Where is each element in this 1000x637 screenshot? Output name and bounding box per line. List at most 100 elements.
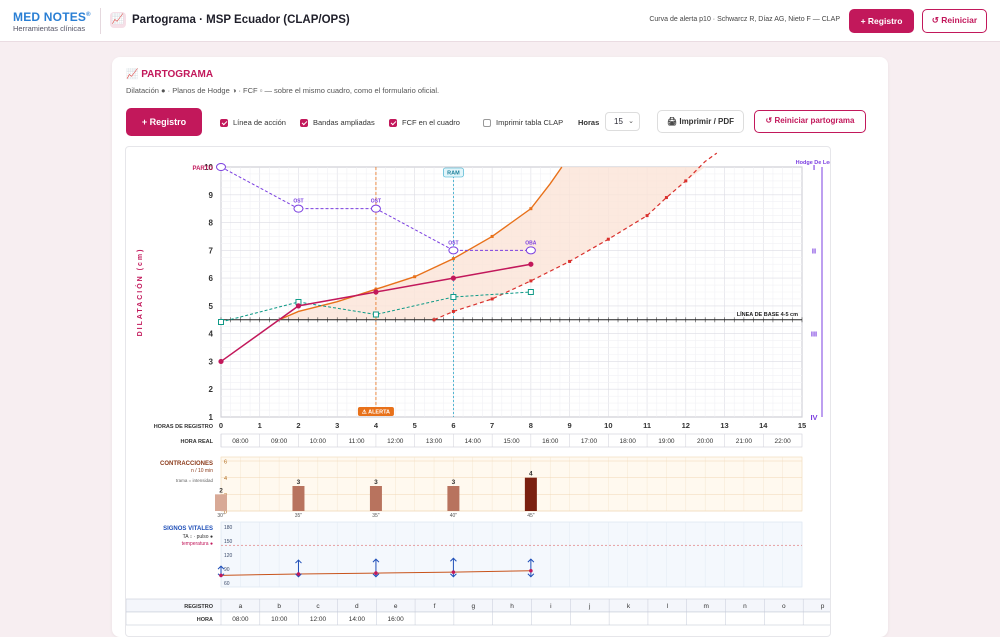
register-letter: f (434, 603, 436, 610)
section-title: 📈 PARTOGRAMA (126, 69, 214, 80)
register-letter: i (550, 603, 551, 610)
action-point (645, 214, 649, 218)
action-point (606, 237, 610, 241)
bp-systolic-arrow (372, 558, 380, 563)
register-letter: o (782, 603, 786, 610)
checkbox-box[interactable] (300, 118, 308, 127)
reset-button[interactable]: ↺ Reiniciar (922, 9, 987, 33)
fcf-point (450, 294, 457, 300)
hour-row-label: HORA (197, 617, 213, 623)
hodge-point (525, 246, 536, 255)
hours-label: Horas (578, 118, 600, 127)
x-tick-label: 1 (258, 421, 262, 430)
register-row (126, 598, 830, 613)
chart-line-icon: 📈 (110, 12, 126, 28)
pulse-point (296, 572, 301, 576)
top-bar: MED NOTES® Herramientas clínicas 📈 Parto… (0, 0, 1000, 42)
ram-marker-label: RAM (447, 171, 460, 177)
expanded-bands-checkbox[interactable]: Bandas ampliadas (300, 118, 375, 127)
checkbox-box[interactable] (220, 118, 228, 127)
dilation-point (450, 275, 456, 281)
bp-diastolic-arrow (372, 573, 380, 578)
reset-partogram-button[interactable]: ↺ Reiniciar partograma (754, 110, 866, 133)
x-tick-label: 9 (568, 421, 572, 430)
hodge-tag: OST (293, 199, 303, 205)
dilation-point (528, 261, 534, 267)
hodge-plane-label: IV (810, 413, 817, 422)
vitals-title: SIGNOS VITALES (163, 526, 213, 532)
print-button[interactable]: 🖨 Imprimir / PDF (657, 110, 744, 133)
contraction-bar (292, 486, 305, 511)
x-tick-label: 12 (682, 421, 690, 430)
checkbox-box[interactable] (483, 118, 491, 127)
real-time-label: HORA REAL (181, 439, 214, 445)
vitals-legend-ta: TA ↕ · pulso ● (183, 534, 213, 540)
partogram-card: 📈 PARTOGRAMA Dilatación ● · Planos de Ho… (112, 57, 888, 637)
contraction-tick: 6 (224, 460, 227, 466)
page-title: Partograma · MSP Ecuador (CLAP/OPS) (132, 14, 350, 26)
alert-point (451, 257, 455, 261)
contraction-bar (215, 494, 227, 511)
action-point (684, 179, 688, 183)
add-record-button[interactable]: + Registro (126, 108, 202, 136)
real-time-cell: 16:00 (542, 438, 559, 445)
contraction-duration: 35" (295, 513, 303, 519)
contractions-title: CONTRACCIONES (160, 461, 213, 467)
contraction-bar (447, 486, 460, 511)
register-letter: p (821, 603, 825, 610)
top-axis-label: PARTO (193, 166, 214, 172)
credit-text: Curva de alerta p10 · Schwarcz R, Díaz A… (649, 16, 840, 23)
real-time-cell: 10:00 (310, 438, 327, 445)
register-letter: c (316, 603, 320, 610)
real-time-cell: 20:00 (697, 438, 714, 445)
action-line-checkbox[interactable]: Línea de acción (220, 118, 286, 127)
register-letter: m (703, 603, 708, 610)
real-time-cell: 14:00 (465, 438, 482, 445)
hodge-tag: OST (371, 199, 381, 205)
alert-point (529, 207, 533, 211)
logo-subtitle: Herramientas clínicas (13, 24, 86, 33)
bp-diastolic-arrow (527, 573, 535, 578)
partogram-chart: LÍNEA DE BASE 4-5 cm ⚠ ALERTA RAM OST OST OST… (125, 146, 831, 637)
y-tick-label: 5 (209, 302, 214, 311)
register-letter: a (239, 603, 243, 610)
bp-diastolic-arrow (295, 573, 302, 578)
y-tick-label: 9 (209, 191, 214, 200)
vitals-tick: 90 (224, 567, 230, 573)
x-tick-label: 7 (490, 421, 494, 430)
real-time-cell: 17:00 (581, 438, 598, 445)
fcf-in-chart-checkbox[interactable]: FCF en el cuadro (389, 118, 460, 127)
x-tick-label: 5 (413, 421, 417, 430)
x-tick-label: 10 (604, 421, 612, 430)
bp-systolic-arrow (217, 565, 225, 570)
logo[interactable]: MED NOTES® (13, 10, 91, 24)
print-clap-checkbox[interactable]: Imprimir tabla CLAP (483, 118, 563, 127)
alert-curve (278, 166, 563, 321)
hours-select[interactable]: 15 ⌄ (605, 112, 640, 131)
hodge-point (216, 163, 226, 171)
pulse-point (451, 570, 456, 574)
hodge-plane-label: II (812, 246, 816, 255)
vitals-legend-temp: temperatura ● (182, 541, 213, 547)
hodge-point (448, 246, 459, 255)
register-button[interactable]: + Registro (849, 9, 914, 33)
action-point (568, 259, 572, 263)
chevron-down-icon: ⌄ (628, 118, 634, 125)
x-tick-label: 15 (798, 421, 806, 430)
y-tick-label: 6 (209, 274, 214, 283)
bp-systolic-arrow (450, 557, 457, 562)
real-time-cell: 18:00 (620, 438, 637, 445)
real-time-cell: 08:00 (232, 438, 249, 445)
contraction-tick: 4 (224, 476, 227, 482)
fcf-point (372, 311, 379, 318)
x-tick-label: 4 (374, 421, 379, 430)
register-row-label: REGISTRO (184, 604, 213, 610)
register-time: 08:00 (232, 616, 249, 623)
contraction-bar-label: 3 (374, 479, 378, 486)
action-point (432, 318, 436, 322)
pulse-point (219, 573, 223, 578)
register-letter: b (277, 603, 281, 610)
x-axis-label: HORAS DE REGISTRO (154, 424, 214, 430)
checkbox-box[interactable] (389, 118, 397, 127)
y-tick-label: 3 (209, 357, 214, 366)
